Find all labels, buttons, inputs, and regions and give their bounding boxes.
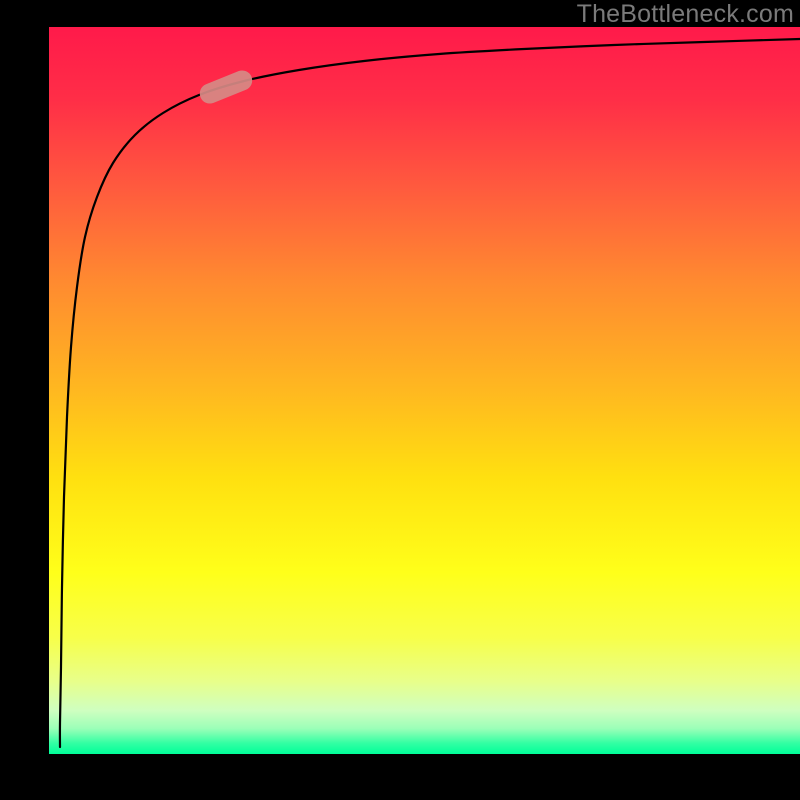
curve-layer: [49, 27, 800, 754]
watermark-text: TheBottleneck.com: [577, 0, 794, 29]
plot-area: [49, 27, 800, 754]
highlight-marker: [197, 67, 255, 106]
bottleneck-curve: [60, 39, 800, 747]
highlight-marker-capsule: [197, 67, 255, 106]
